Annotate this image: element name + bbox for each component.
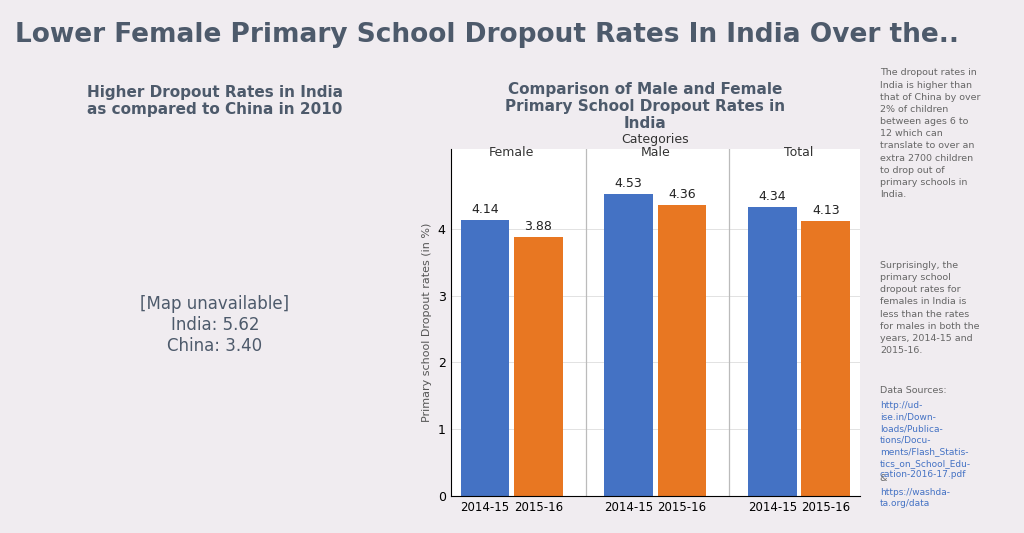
Text: The dropout rates in
India is higher than
that of China by over
2% of children
b: The dropout rates in India is higher tha… — [880, 68, 980, 199]
Bar — [461, 220, 510, 496]
Bar — [657, 205, 707, 496]
Text: Total: Total — [784, 146, 814, 159]
Text: 4.53: 4.53 — [614, 177, 642, 190]
Text: 3.88: 3.88 — [524, 220, 552, 233]
Text: https://washda-
ta.org/data: https://washda- ta.org/data — [880, 488, 950, 508]
Bar — [604, 194, 653, 496]
Text: Lower Female Primary School Dropout Rates In India Over the..: Lower Female Primary School Dropout Rate… — [15, 22, 959, 47]
Text: Categories: Categories — [622, 133, 689, 146]
Text: 4.14: 4.14 — [471, 203, 499, 216]
Text: Comparison of Male and Female
Primary School Dropout Rates in
India: Comparison of Male and Female Primary Sc… — [505, 82, 785, 132]
Text: Female: Female — [489, 146, 535, 159]
Text: &: & — [880, 474, 887, 483]
Bar — [801, 221, 850, 496]
Y-axis label: Primary school Dropout rates (in %): Primary school Dropout rates (in %) — [422, 223, 432, 422]
Text: 4.34: 4.34 — [759, 190, 786, 203]
Text: 4.13: 4.13 — [812, 204, 840, 216]
Text: Surprisingly, the
primary school
dropout rates for
females in India is
less than: Surprisingly, the primary school dropout… — [880, 261, 979, 355]
Text: Higher Dropout Rates in India
as compared to China in 2010: Higher Dropout Rates in India as compare… — [87, 85, 343, 117]
Bar — [514, 237, 563, 496]
Bar — [748, 207, 797, 496]
Text: Male: Male — [640, 146, 671, 159]
Text: 4.36: 4.36 — [669, 188, 696, 201]
Text: Data Sources:: Data Sources: — [880, 386, 946, 394]
Text: [Map unavailable]
India: 5.62
China: 3.40: [Map unavailable] India: 5.62 China: 3.4… — [140, 295, 290, 355]
Text: http://ud-
ise.in/Down-
loads/Publica-
tions/Docu-
ments/Flash_Statis-
tics_on_S: http://ud- ise.in/Down- loads/Publica- t… — [880, 401, 971, 479]
